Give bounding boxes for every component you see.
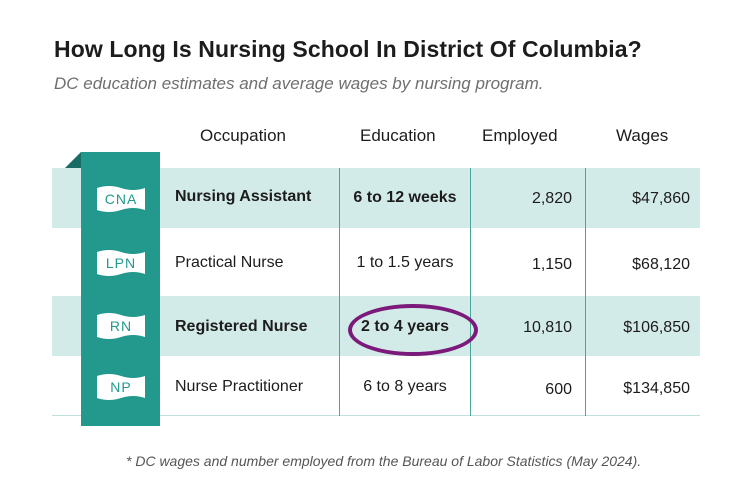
- column-header-occupation: Occupation: [200, 126, 286, 145]
- flag-icon: [97, 250, 145, 276]
- column-header-employed: Employed: [482, 126, 558, 145]
- column-divider: [585, 168, 586, 416]
- badge-np: NP: [95, 372, 147, 402]
- occupation-cell: Nursing Assistant: [175, 188, 312, 205]
- column-header-wages: Wages: [616, 126, 669, 145]
- table-row: [52, 228, 700, 288]
- education-cell: 6 to 8 years: [363, 378, 447, 395]
- wages-cell: $47,860: [632, 190, 690, 207]
- employed-cell: 2,820: [531, 190, 572, 207]
- badge-label: LPN: [105, 255, 137, 271]
- badge-rn: RN: [95, 311, 147, 341]
- table-row: [52, 356, 700, 416]
- wages-cell: $134,850: [623, 380, 690, 397]
- table-row: [52, 168, 700, 228]
- page-title: How Long Is Nursing School In District O…: [54, 36, 642, 62]
- employed-cell: 1,150: [531, 256, 572, 273]
- occupation-cell: Nurse Practitioner: [175, 378, 304, 395]
- education-cell: 6 to 12 weeks: [353, 189, 457, 206]
- occupation-cell: Practical Nurse: [175, 254, 284, 271]
- employed-cell: 600: [545, 381, 572, 398]
- badge-label: NP: [110, 379, 132, 395]
- employed-cell: 10,810: [523, 319, 572, 336]
- column-header-education: Education: [360, 126, 436, 145]
- band-fold: [65, 152, 81, 168]
- flag-icon: [97, 313, 145, 339]
- wages-cell: $106,850: [623, 319, 690, 336]
- badge-label: RN: [109, 318, 133, 334]
- wages-cell: $68,120: [632, 256, 690, 273]
- flag-icon: [97, 374, 145, 400]
- highlight-circle: [348, 304, 478, 356]
- column-divider: [470, 168, 471, 416]
- occupation-cell: Registered Nurse: [175, 318, 308, 335]
- page-subtitle: DC education estimates and average wages…: [54, 74, 544, 93]
- table-bottom-divider: [52, 415, 700, 416]
- flag-icon: [97, 186, 145, 212]
- education-cell: 1 to 1.5 years: [356, 254, 454, 271]
- badge-lpn: LPN: [95, 248, 147, 278]
- column-divider: [339, 168, 340, 416]
- badge-cna: CNA: [95, 184, 147, 214]
- badge-label: CNA: [104, 191, 138, 207]
- footnote: * DC wages and number employed from the …: [126, 453, 642, 469]
